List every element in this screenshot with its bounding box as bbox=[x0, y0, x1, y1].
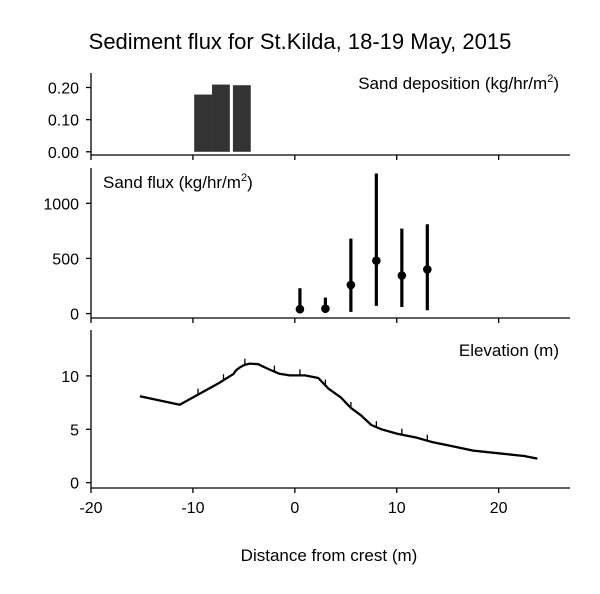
elevation-profile bbox=[139, 358, 538, 460]
sand-flux-y-ticks: 0 500 1000 bbox=[43, 196, 91, 324]
flux-point bbox=[372, 256, 381, 265]
elevation-y-tick-label: 0 bbox=[70, 476, 79, 493]
deposition-bar bbox=[232, 85, 251, 152]
flux-point bbox=[346, 280, 356, 290]
chart-title: Sediment flux for St.Kilda, 18-19 May, 2… bbox=[89, 29, 512, 54]
x-tick-label: -20 bbox=[79, 500, 102, 517]
sand-deposition-y-tick-label: 0.00 bbox=[48, 145, 79, 162]
sand-deposition-label: Sand deposition (kg/hr/m2) bbox=[358, 73, 559, 93]
x-tick-label: 0 bbox=[290, 500, 299, 517]
sand-flux-y-tick-label: 0 bbox=[70, 307, 79, 324]
elevation-panel: 0 5 10 Elevation (m) bbox=[61, 330, 570, 493]
sand-deposition-panel: 0.00 0.10 0.20 Sand deposition (kg/hr/m2) bbox=[48, 73, 570, 162]
flux-point bbox=[295, 304, 305, 314]
flux-point bbox=[321, 304, 330, 313]
x-tick-label: 10 bbox=[388, 500, 406, 517]
flux-point bbox=[397, 271, 407, 280]
flux-point bbox=[423, 265, 432, 274]
elevation-y-tick-label: 5 bbox=[70, 422, 79, 439]
elevation-line bbox=[139, 362, 538, 460]
x-axis-title: Distance from crest (m) bbox=[241, 546, 418, 565]
sand-deposition-y-tick-label: 0.10 bbox=[48, 113, 79, 130]
x-tick-label: 20 bbox=[490, 500, 508, 517]
deposition-bar bbox=[212, 84, 230, 152]
sand-deposition-y-tick-label: 0.20 bbox=[48, 80, 79, 97]
sand-flux-y-tick-label: 500 bbox=[52, 251, 79, 268]
elevation-label: Elevation (m) bbox=[459, 341, 559, 360]
sand-flux-label: Sand flux (kg/hr/m2) bbox=[103, 172, 253, 192]
sand-flux-points bbox=[295, 173, 432, 314]
deposition-bar bbox=[194, 94, 213, 152]
sand-flux-y-tick-label: 1000 bbox=[43, 196, 79, 213]
x-tick-label: -10 bbox=[181, 500, 204, 517]
x-axis-ticks: -20 -10 0 10 20 bbox=[79, 155, 508, 517]
elevation-y-ticks: 0 5 10 bbox=[61, 369, 91, 493]
sand-deposition-y-ticks: 0.00 0.10 0.20 bbox=[48, 80, 91, 162]
elevation-y-tick-label: 10 bbox=[61, 369, 79, 386]
sand-flux-panel: 0 500 1000 Sand flux (kg/hr/m2) bbox=[43, 168, 570, 324]
sand-deposition-bars bbox=[194, 84, 251, 152]
